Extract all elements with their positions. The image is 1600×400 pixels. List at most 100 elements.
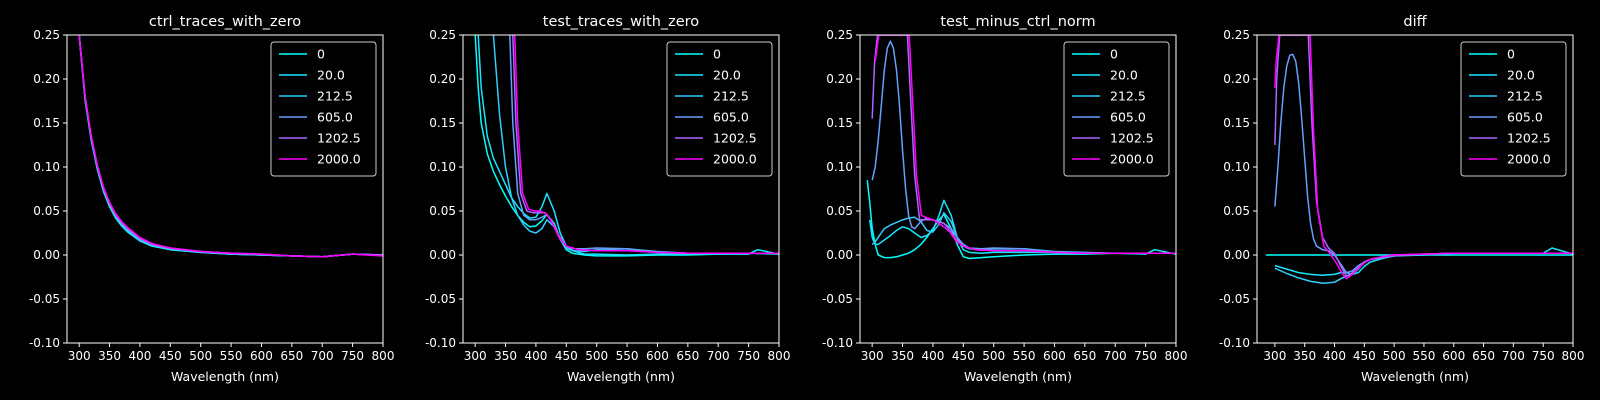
x-tick-label: 700: [1502, 349, 1525, 363]
y-tick-label: 0.25: [826, 28, 853, 42]
chart-title: ctrl_traces_with_zero: [149, 14, 301, 30]
y-tick-label: -0.05: [822, 292, 853, 306]
y-tick-label: 0.15: [33, 116, 60, 130]
x-tick-label: 300: [68, 349, 91, 363]
y-tick-label: 0.00: [429, 248, 456, 262]
y-tick-label: 0.00: [826, 248, 853, 262]
y-tick-label: -0.05: [29, 292, 60, 306]
legend-entry-label: 20.0: [317, 68, 345, 83]
legend: 0 20.0 212.5 605.0 1202.5 2000.0: [1063, 41, 1170, 177]
legend-entry-label: 212.5: [713, 89, 749, 104]
x-axis-label: Wavelength (nm): [171, 369, 279, 384]
y-tick-label: 0.05: [826, 204, 853, 218]
y-tick-label: -0.05: [1219, 292, 1250, 306]
x-tick-label: 800: [1562, 349, 1585, 363]
x-tick-label: 450: [952, 349, 975, 363]
y-tick-label: 0.25: [429, 28, 456, 42]
x-tick-label: 600: [1442, 349, 1465, 363]
series-line-6: [1274, 35, 1573, 280]
x-tick-label: 650: [1472, 349, 1495, 363]
x-tick-label: 300: [861, 349, 884, 363]
chart-panel-4: 300 350 400 450 500 550 600 650 700 750 800 -0.10 -0…: [1219, 14, 1585, 384]
x-tick-label: 700: [1104, 349, 1127, 363]
legend-entry-label: 605.0: [317, 110, 353, 125]
series-line-1: [866, 180, 1176, 260]
series-line-3: [1274, 252, 1573, 284]
series-group: [1265, 35, 1573, 284]
x-tick-label: 700: [311, 349, 334, 363]
x-tick-label: 450: [159, 349, 182, 363]
series-line-2: [477, 35, 779, 256]
y-tick-label: 0.10: [1223, 160, 1250, 174]
series-line-6: [874, 35, 1176, 254]
x-axis-label: Wavelength (nm): [964, 369, 1072, 384]
y-tick-label: 0.25: [1223, 28, 1250, 42]
y-tick-label: 0.00: [33, 248, 60, 262]
x-tick-label: 300: [464, 349, 487, 363]
x-tick-label: 650: [676, 349, 699, 363]
legend-entry-label: 2000.0: [317, 152, 361, 167]
x-tick-label: 600: [250, 349, 273, 363]
y-tick-label: 0.15: [826, 116, 853, 130]
x-axis-label: Wavelength (nm): [1361, 369, 1469, 384]
x-tick-label: 500: [982, 349, 1005, 363]
y-tick-label: -0.10: [1219, 336, 1250, 350]
legend-entry-label: 20.0: [1507, 68, 1535, 83]
series-group: [78, 35, 383, 258]
legend-entry-label: 2000.0: [1507, 152, 1551, 167]
chart-panel-2: 300 350 400 450 500 550 600 650 700 750 800 -0.10 -0…: [425, 14, 791, 384]
x-tick-label: 400: [524, 349, 547, 363]
x-tick-label: 400: [921, 349, 944, 363]
x-tick-label: 300: [1263, 349, 1286, 363]
chart-panel-3: 300 350 400 450 500 550 600 650 700 750 800 -0.10 -0…: [822, 14, 1188, 384]
y-tick-label: 0.20: [33, 72, 60, 86]
y-tick-label: 0.10: [33, 160, 60, 174]
y-tick-label: 0.05: [1223, 204, 1250, 218]
x-tick-label: 350: [494, 349, 517, 363]
x-tick-label: 350: [891, 349, 914, 363]
legend: 0 20.0 212.5 605.0 1202.5 2000.0: [666, 41, 773, 177]
x-tick-label: 800: [1165, 349, 1188, 363]
y-tick-label: 0.20: [826, 72, 853, 86]
y-tick-label: 0.20: [429, 72, 456, 86]
x-tick-label: 450: [555, 349, 578, 363]
y-tick-label: -0.10: [425, 336, 456, 350]
legend-entry-label: 212.5: [1110, 89, 1146, 104]
legend-entry-label: 605.0: [713, 110, 749, 125]
y-tick-label: 0.00: [1223, 248, 1250, 262]
legend-entry-label: 212.5: [1507, 89, 1543, 104]
x-tick-label: 750: [737, 349, 760, 363]
series-line-2: [1274, 247, 1573, 276]
chart-title: diff: [1403, 14, 1427, 30]
y-tick-label: 0.10: [429, 160, 456, 174]
y-tick-label: -0.10: [822, 336, 853, 350]
x-tick-label: 750: [1532, 349, 1555, 363]
legend-entry-label: 0: [713, 47, 721, 62]
x-tick-label: 450: [1353, 349, 1376, 363]
legend-entry-label: 605.0: [1507, 110, 1543, 125]
x-tick-label: 350: [98, 349, 121, 363]
axes-frame: [462, 34, 780, 344]
x-tick-label: 400: [1323, 349, 1346, 363]
legend-entry-label: 0: [1110, 47, 1118, 62]
x-tick-label: 600: [646, 349, 669, 363]
x-axis-label: Wavelength (nm): [567, 369, 675, 384]
y-tick-label: 0.25: [33, 28, 60, 42]
legend-entry-label: 212.5: [317, 89, 353, 104]
y-tick-label: 0.15: [1223, 116, 1250, 130]
y-tick-label: 0.20: [1223, 72, 1250, 86]
y-tick-label: -0.05: [425, 292, 456, 306]
legend-entry-label: 2000.0: [1110, 152, 1154, 167]
x-tick-label: 800: [768, 349, 791, 363]
y-tick-label: 0.10: [826, 160, 853, 174]
x-tick-label: 350: [1293, 349, 1316, 363]
chart-panel-1: 300 350 400 450 500 550 600 650 700 750 800 -0.10 -0…: [29, 14, 395, 384]
series-group: [474, 35, 779, 257]
y-tick-label: 0.15: [429, 116, 456, 130]
x-tick-label: 400: [128, 349, 151, 363]
legend-entry-label: 1202.5: [713, 131, 757, 146]
y-tick-label: 0.05: [429, 204, 456, 218]
legend-entry-label: 1202.5: [1110, 131, 1154, 146]
x-tick-label: 550: [616, 349, 639, 363]
